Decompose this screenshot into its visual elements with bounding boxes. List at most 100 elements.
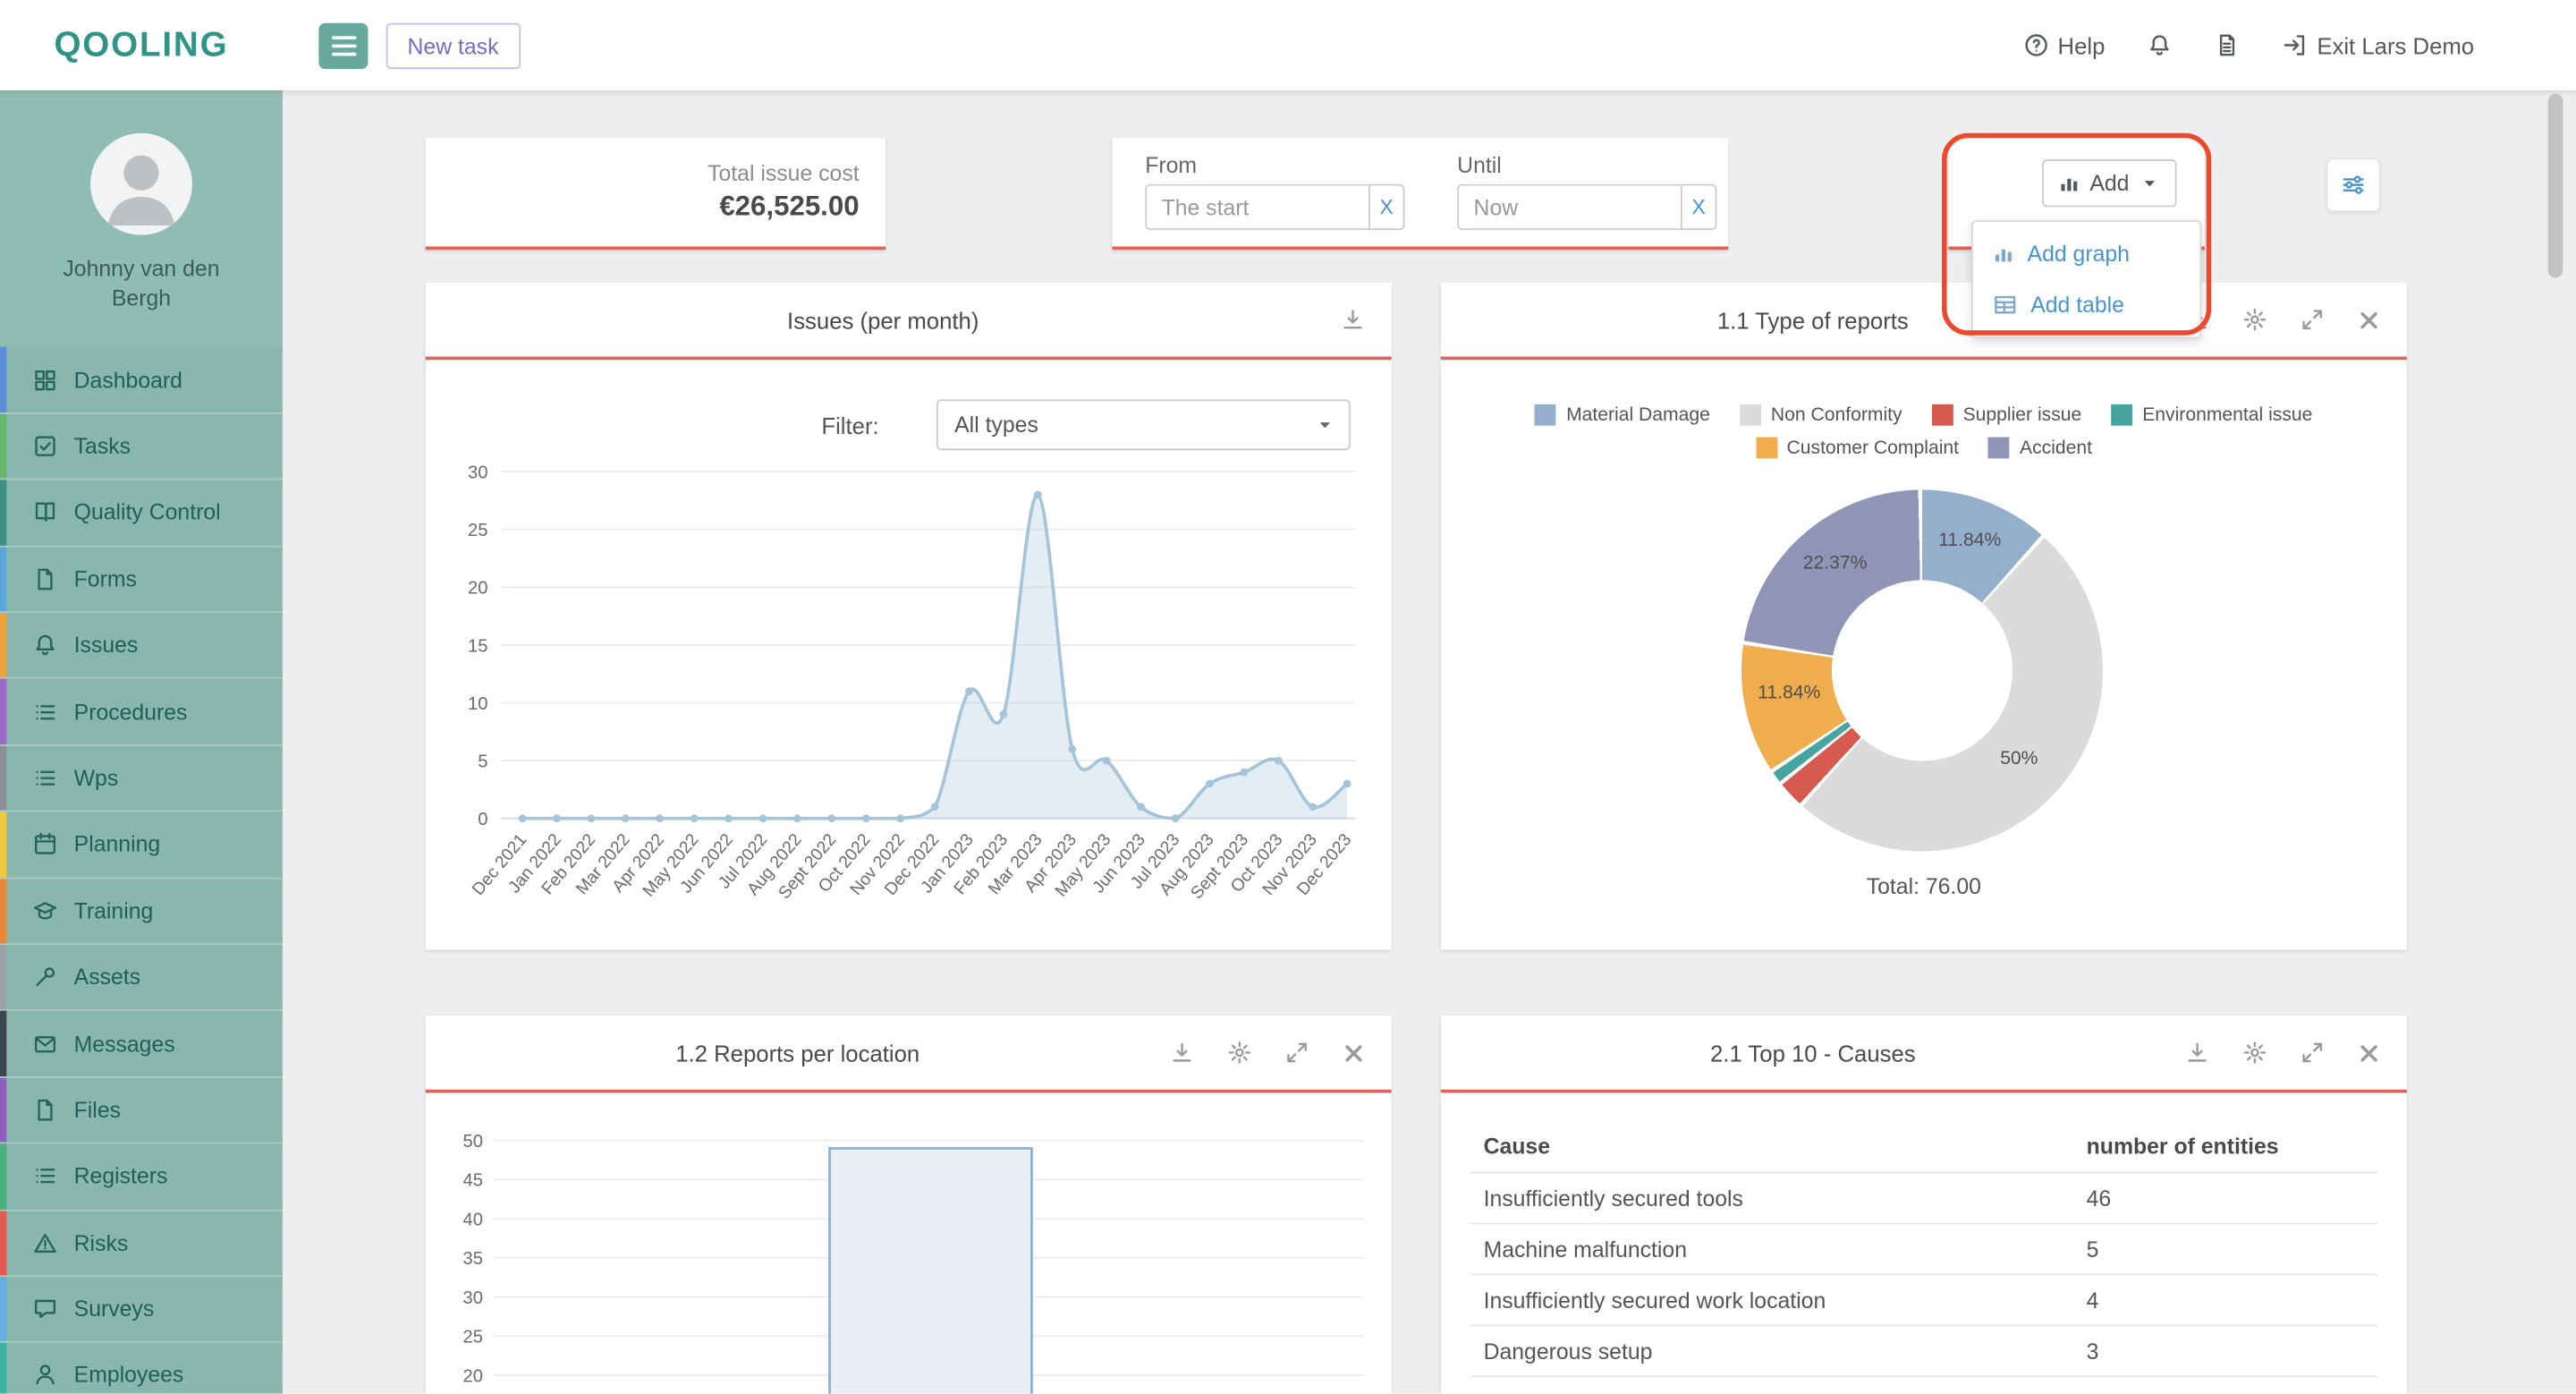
download-icon[interactable] [1170, 1041, 1195, 1066]
sidebar-item-dashboard[interactable]: Dashboard [0, 347, 283, 414]
until-input[interactable] [1457, 183, 1681, 231]
document-icon[interactable] [2215, 33, 2240, 58]
help-button[interactable]: Help [2023, 32, 2105, 58]
bar-chart-icon [1993, 243, 2014, 265]
total-issue-cost-value: €26,525.00 [719, 191, 860, 222]
menu-item-add-table[interactable]: Add table [1973, 279, 2199, 330]
panel-header: 2.1 Top 10 - Causes [1440, 1016, 2407, 1093]
panel-header: 1.2 Reports per location [425, 1016, 1392, 1093]
close-icon[interactable] [2358, 308, 2381, 331]
sidebar-item-planning[interactable]: Planning [0, 812, 283, 879]
svg-text:Dec 2023: Dec 2023 [1293, 830, 1355, 899]
sidebar-item-surveys[interactable]: Surveys [0, 1276, 283, 1344]
bell-icon[interactable] [2148, 33, 2173, 58]
count-cell: 46 [2072, 1172, 2377, 1225]
reports-per-location-card: 1.2 Reports per location 50 45 40 35 30 25 20 [425, 1016, 1392, 1394]
sidebar-item-label: Training [73, 898, 154, 923]
add-dropdown-menu: Add graph Add table [1971, 220, 2202, 339]
tasks-icon [33, 434, 58, 459]
svg-text:Feb 2023: Feb 2023 [951, 830, 1012, 898]
until-clear-button[interactable]: X [1680, 183, 1717, 231]
sidebar-item-employees[interactable]: Employees [0, 1343, 283, 1394]
count-cell: 5 [2072, 1223, 2377, 1276]
sidebar-item-risks[interactable]: Risks [0, 1210, 283, 1277]
panel-header: Issues (per month) [425, 283, 1392, 361]
svg-text:20: 20 [468, 579, 487, 599]
wps-icon [33, 766, 58, 791]
from-clear-button[interactable]: X [1368, 183, 1405, 231]
gear-icon[interactable] [2242, 307, 2267, 332]
training-icon [33, 898, 58, 923]
sidebar-item-forms[interactable]: Forms [0, 546, 283, 614]
exit-demo-button[interactable]: Exit Lars Demo [2283, 32, 2474, 58]
sidebar-item-files[interactable]: Files [0, 1077, 283, 1144]
legend-item: Accident [1988, 437, 2092, 459]
sidebar-toggle-button[interactable] [318, 22, 369, 70]
svg-text:Mar 2023: Mar 2023 [985, 830, 1046, 898]
assets-icon [33, 965, 58, 990]
menu-item-add-graph[interactable]: Add graph [1973, 228, 2199, 279]
type-of-reports-card: 1.1 Type of reports Material Damage Non … [1440, 282, 2407, 950]
svg-text:Nov 2022: Nov 2022 [847, 830, 909, 899]
sidebar-item-label: Procedures [73, 699, 188, 725]
total-issue-cost-label: Total issue cost [708, 160, 860, 186]
expand-icon[interactable] [2300, 307, 2325, 332]
svg-text:30: 30 [468, 463, 487, 482]
gear-icon[interactable] [2242, 1041, 2267, 1066]
from-input[interactable] [1145, 183, 1368, 231]
legend-item: Customer Complaint [1755, 437, 1959, 459]
svg-text:Feb 2022: Feb 2022 [538, 830, 599, 898]
avatar [90, 132, 192, 235]
main-content: Total issue cost €26,525.00 From X Until… [282, 90, 2576, 1394]
svg-text:50: 50 [463, 1132, 483, 1152]
download-icon[interactable] [1341, 307, 1366, 332]
dashboard-settings-button[interactable] [2326, 157, 2381, 212]
sidebar-item-label: Quality Control [73, 500, 221, 525]
svg-text:Mar 2022: Mar 2022 [572, 830, 633, 898]
quality-control-icon [33, 500, 58, 525]
close-icon[interactable] [1343, 1041, 1366, 1065]
svg-text:Jun 2022: Jun 2022 [677, 830, 737, 897]
sidebar-item-messages[interactable]: Messages [0, 1011, 283, 1078]
reports-donut-chart [1741, 489, 2104, 852]
sidebar-item-assets[interactable]: Assets [0, 945, 283, 1012]
donut-pct-non-conformity: 50% [2000, 749, 2038, 769]
legend-label: Material Damage [1566, 404, 1710, 425]
close-icon[interactable] [2358, 1041, 2381, 1065]
table-row: Machine malfunction 5 [1470, 1223, 2377, 1276]
svg-text:Aug 2023: Aug 2023 [1157, 830, 1218, 899]
dashboard-icon [33, 368, 58, 393]
issues-icon [33, 633, 58, 658]
table-icon [1993, 293, 2018, 318]
until-label: Until [1457, 152, 1502, 178]
sidebar-item-wps[interactable]: Wps [0, 745, 283, 812]
svg-text:5: 5 [478, 752, 487, 771]
sidebar-item-training[interactable]: Training [0, 878, 283, 946]
new-task-button[interactable]: New task [386, 22, 521, 70]
type-filter-select[interactable]: All types [936, 399, 1351, 451]
add-button[interactable]: Add [2042, 159, 2177, 208]
sidebar-item-issues[interactable]: Issues [0, 613, 283, 680]
cause-cell: Insufficiently secured work location [1470, 1274, 2073, 1327]
scrollbar[interactable] [2547, 93, 2563, 278]
count-cell: 3 [2072, 1325, 2377, 1378]
expand-icon[interactable] [2300, 1041, 2325, 1066]
total-issue-cost-card: Total issue cost €26,525.00 [425, 138, 886, 251]
panel-title: 1.1 Type of reports [1716, 306, 1909, 333]
sidebar-item-label: Files [73, 1097, 122, 1123]
sidebar-item-quality-control[interactable]: Quality Control [0, 480, 283, 547]
sidebar-item-tasks[interactable]: Tasks [0, 413, 283, 480]
type-filter-value: All types [954, 412, 1038, 438]
download-icon[interactable] [2185, 1041, 2210, 1066]
gear-icon[interactable] [1227, 1041, 1252, 1066]
count-cell: 4 [2072, 1274, 2377, 1327]
sidebar-item-procedures[interactable]: Procedures [0, 679, 283, 746]
table-row: Insufficiently secured work location 4 [1470, 1274, 2377, 1327]
employees-icon [33, 1364, 58, 1389]
until-field-group: Until X [1457, 152, 1717, 247]
expand-icon[interactable] [1284, 1041, 1309, 1066]
sidebar-item-registers[interactable]: Registers [0, 1143, 283, 1211]
exit-icon [2283, 33, 2308, 58]
top-10-causes-card: 2.1 Top 10 - Causes Cause number of enti… [1440, 1016, 2407, 1394]
